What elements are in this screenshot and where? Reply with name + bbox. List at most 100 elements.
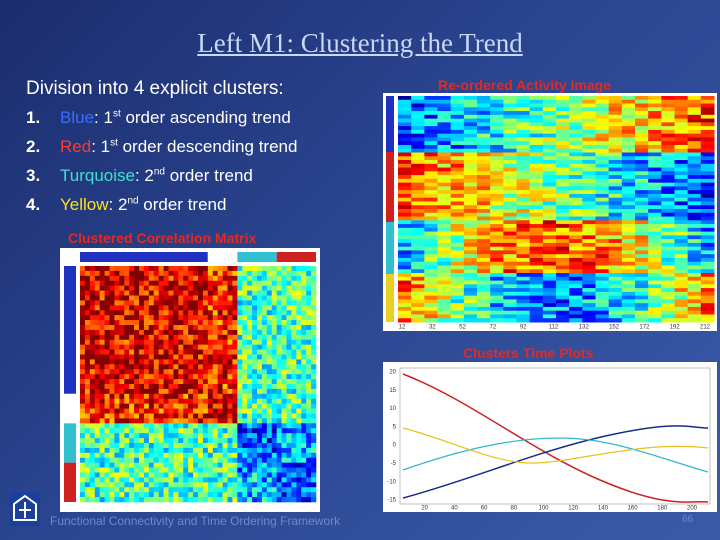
- activity-cell: [463, 303, 478, 308]
- matrix-cell: [104, 266, 110, 272]
- matrix-cell: [266, 388, 273, 395]
- matrix-cell: [99, 359, 105, 365]
- activity-cell: [450, 103, 465, 108]
- activity-cell: [450, 216, 465, 221]
- activity-cell: [674, 209, 689, 214]
- matrix-cell: [222, 477, 228, 483]
- activity-cell: [529, 284, 544, 289]
- activity-cell: [687, 163, 702, 169]
- matrix-cell: [84, 275, 91, 282]
- matrix-cell: [129, 384, 135, 390]
- activity-cell: [503, 254, 517, 259]
- matrix-cell: [261, 398, 268, 404]
- activity-cell: [674, 148, 689, 153]
- matrix-cell: [276, 487, 282, 493]
- matrix-cell: [242, 339, 248, 345]
- activity-cell: [503, 280, 517, 285]
- matrix-cell: [271, 325, 277, 331]
- activity-cell: [582, 235, 596, 240]
- matrix-cell: [114, 339, 120, 345]
- matrix-cell: [193, 344, 199, 350]
- activity-cell: [621, 111, 636, 116]
- matrix-cell: [296, 472, 302, 478]
- matrix-cell: [257, 462, 263, 468]
- matrix-cell: [109, 388, 115, 395]
- matrix-cell: [168, 344, 174, 350]
- matrix-cell: [109, 270, 115, 277]
- activity-cell: [398, 295, 412, 300]
- activity-cell: [450, 239, 465, 244]
- activity-cell: [687, 122, 702, 127]
- matrix-cell: [286, 428, 292, 434]
- activity-cell: [635, 280, 649, 285]
- matrix-cell: [247, 339, 253, 345]
- matrix-cell: [291, 295, 297, 301]
- activity-cell: [582, 129, 596, 135]
- matrix-cell: [139, 305, 145, 311]
- activity-cell: [608, 239, 623, 244]
- matrix-cell: [143, 452, 150, 459]
- activity-cell: [411, 314, 425, 319]
- matrix-cell: [104, 413, 110, 419]
- matrix-cell: [207, 428, 214, 434]
- matrix-cell: [94, 462, 100, 468]
- activity-cell: [424, 190, 438, 195]
- matrix-cell: [261, 275, 268, 282]
- matrix-cell: [207, 354, 214, 360]
- matrix-cell: [257, 334, 263, 341]
- activity-cell: [582, 193, 596, 199]
- matrix-cell: [276, 295, 282, 301]
- matrix-cell: [286, 295, 292, 301]
- matrix-cell: [183, 290, 189, 296]
- activity-cell: [503, 261, 517, 266]
- correlation-matrix: [64, 252, 317, 503]
- matrix-cell: [306, 433, 312, 439]
- matrix-cell: [222, 320, 228, 326]
- matrix-cell: [119, 300, 125, 306]
- matrix-cell: [183, 393, 189, 400]
- activity-cell: [450, 318, 465, 323]
- matrix-cell: [247, 349, 253, 355]
- activity-cell: [648, 288, 662, 293]
- matrix-cell: [168, 266, 174, 272]
- matrix-cell: [232, 310, 238, 316]
- activity-cell: [424, 231, 438, 236]
- matrix-cell: [291, 428, 297, 434]
- matrix-cell: [129, 344, 135, 350]
- activity-cell: [490, 193, 504, 199]
- matrix-cell: [306, 315, 312, 321]
- activity-cell: [700, 178, 715, 184]
- activity-cell: [490, 303, 504, 308]
- matrix-cell: [158, 374, 164, 380]
- activity-cell: [463, 227, 478, 233]
- matrix-cell: [276, 329, 282, 336]
- activity-cell: [621, 276, 636, 282]
- activity-cell: [674, 288, 689, 293]
- matrix-cell: [99, 344, 105, 350]
- matrix-cell: [222, 369, 228, 375]
- matrix-cell: [261, 300, 268, 306]
- matrix-cell: [232, 329, 238, 336]
- activity-cell: [516, 137, 531, 142]
- matrix-cell: [104, 295, 110, 301]
- activity-cell: [477, 137, 491, 142]
- activity-cell: [398, 254, 412, 259]
- matrix-cell: [119, 398, 125, 404]
- matrix-cell: [222, 349, 228, 355]
- matrix-cell: [124, 443, 130, 449]
- matrix-cell: [237, 418, 243, 424]
- matrix-cell: [242, 354, 248, 360]
- activity-cell: [648, 231, 662, 236]
- activity-cell: [424, 186, 438, 191]
- matrix-cell: [276, 433, 282, 439]
- activity-cell: [687, 235, 702, 240]
- matrix-cell: [114, 472, 120, 478]
- matrix-cell: [134, 492, 140, 498]
- matrix-cell: [168, 275, 174, 282]
- matrix-cell: [124, 295, 130, 301]
- matrix-cell: [104, 477, 110, 483]
- matrix-cell: [306, 447, 312, 454]
- matrix-cell: [168, 290, 174, 296]
- activity-cell: [608, 178, 623, 184]
- matrix-cell: [124, 354, 130, 360]
